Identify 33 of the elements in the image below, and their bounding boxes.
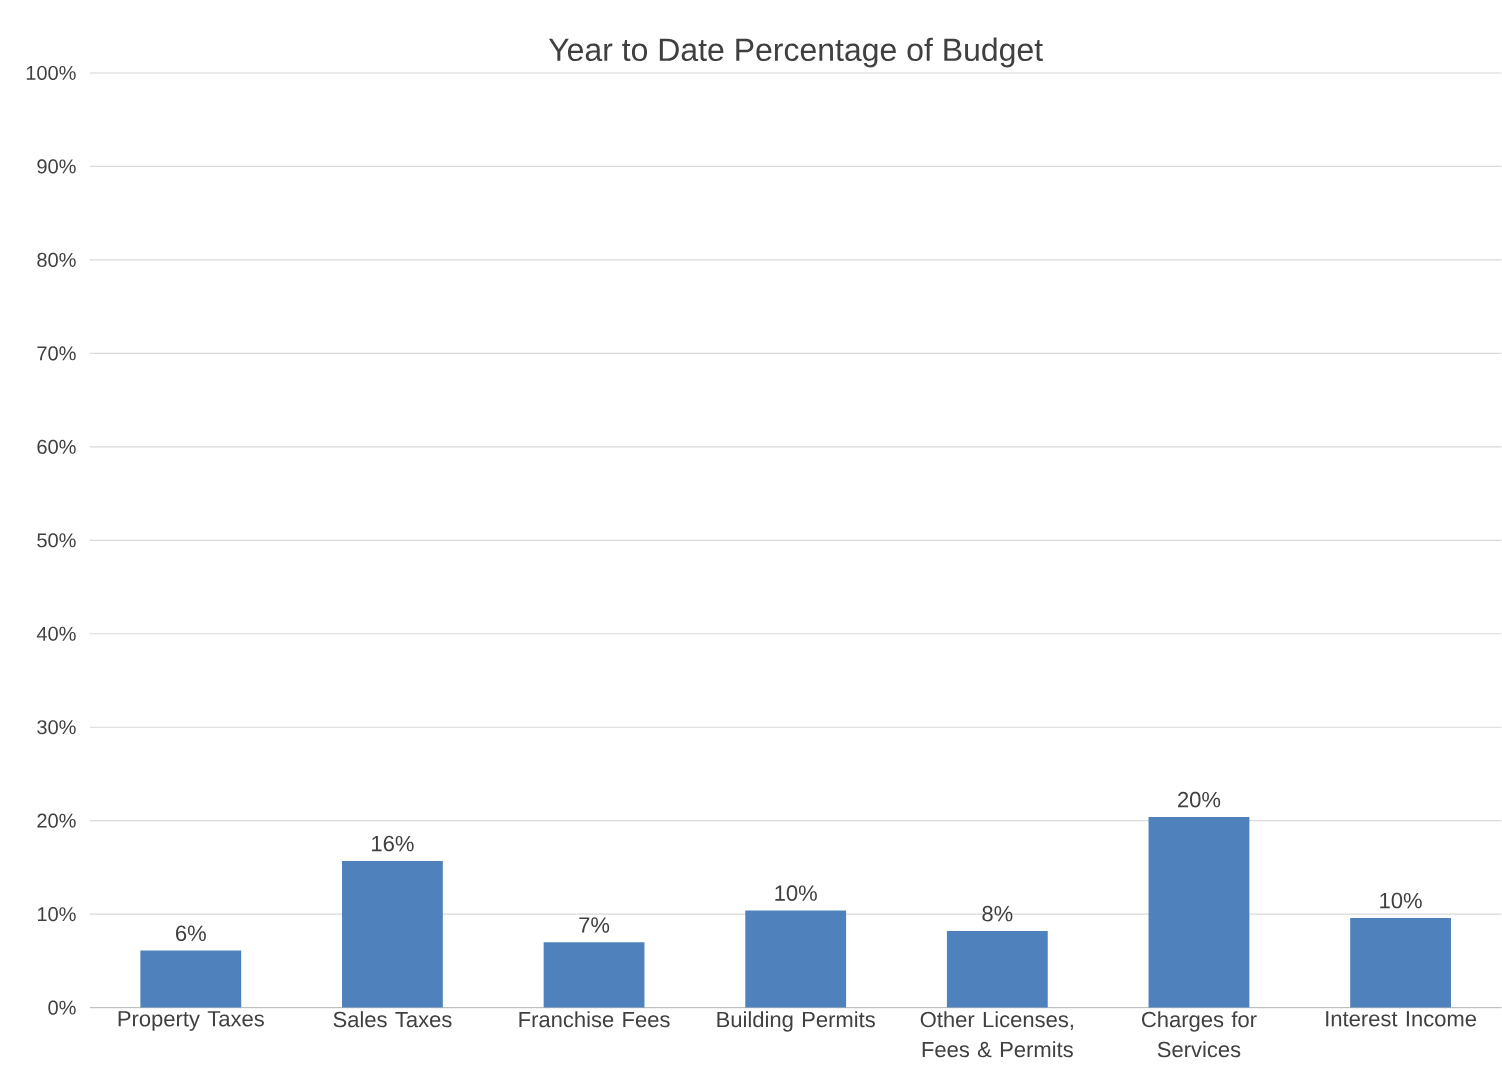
data-label: 20%	[1178, 792, 1221, 808]
data-label: 10%	[775, 885, 817, 902]
bar	[342, 861, 443, 1008]
x-tick-label: Building Permits	[717, 1011, 875, 1032]
y-tick-label: 10%	[37, 907, 76, 922]
x-tick-label: Franchise Fees	[519, 1011, 670, 1028]
y-tick-label: 70%	[37, 346, 76, 361]
x-tick-label: Charges for Services	[1142, 1011, 1257, 1058]
bar	[543, 942, 645, 1008]
bar	[946, 931, 1048, 1008]
x-tick-label: Sales Taxes	[333, 1011, 452, 1028]
y-tick-label: 60%	[37, 439, 76, 455]
bar	[140, 950, 242, 1008]
x-tick-label: Other Licenses, Fees & Permits	[920, 1011, 1073, 1058]
bar	[1350, 918, 1451, 1008]
y-tick-label: 80%	[37, 253, 76, 268]
data-label: 16%	[372, 835, 414, 852]
bar	[745, 910, 847, 1008]
chart-title: Year to Date Percentage of Budget	[548, 37, 1043, 68]
y-tick-label: 90%	[37, 159, 76, 174]
y-tick-label: 50%	[37, 533, 76, 548]
data-label: 6%	[176, 925, 206, 942]
bar	[1148, 817, 1250, 1008]
y-tick-label: 20%	[37, 813, 76, 828]
y-tick-label: 30%	[37, 720, 76, 735]
data-label: 10%	[1380, 892, 1422, 909]
x-tick-label: Property Taxes	[118, 1011, 264, 1032]
y-tick-label: 100%	[26, 66, 76, 81]
data-label: 8%	[982, 906, 1013, 922]
y-tick-label: 40%	[36, 626, 76, 642]
x-tick-label: Interest Income	[1326, 1011, 1476, 1027]
y-tick-label: 0%	[48, 1000, 76, 1015]
data-label: 7%	[579, 917, 610, 933]
